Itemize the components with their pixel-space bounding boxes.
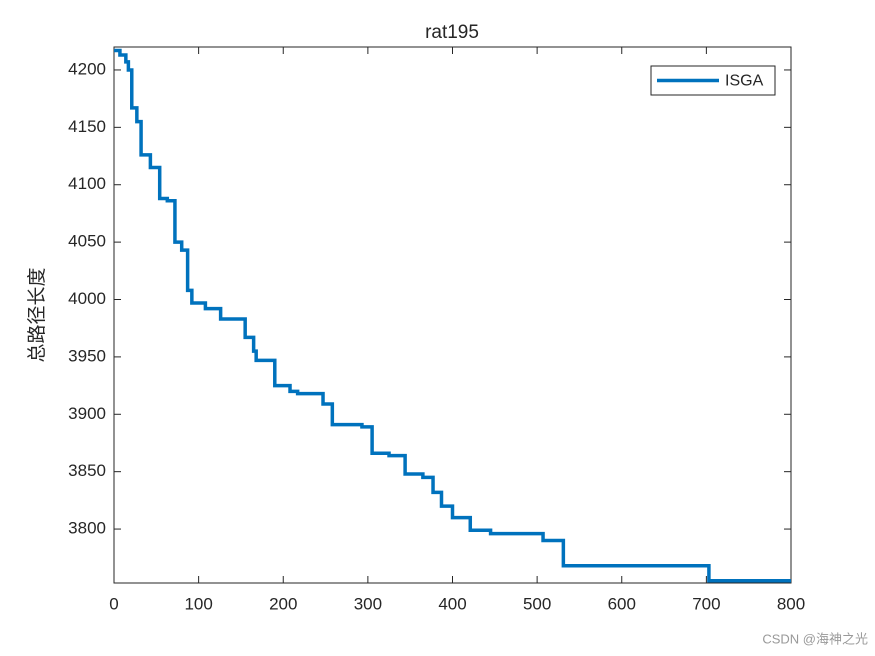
x-tick-label: 100	[184, 594, 212, 613]
y-axis-label: 总路径长度	[26, 267, 48, 362]
x-tick-label: 500	[523, 594, 551, 613]
y-tick-label: 4050	[68, 232, 106, 251]
y-tick-label: 4150	[68, 117, 106, 136]
y-tick-label: 4100	[68, 174, 106, 193]
x-tick-label: 0	[109, 594, 118, 613]
y-tick-label: 3850	[68, 461, 106, 480]
chart-title: rat195	[425, 22, 479, 43]
x-tick-label: 400	[438, 594, 466, 613]
y-tick-label: 3900	[68, 404, 106, 423]
x-tick-label: 300	[354, 594, 382, 613]
watermark: CSDN @海神之光	[762, 631, 868, 646]
y-tick-label: 4000	[68, 289, 106, 308]
y-tick-label: 3800	[68, 519, 106, 538]
x-tick-label: 800	[777, 594, 805, 613]
x-tick-label: 200	[269, 594, 297, 613]
x-tick-label: 600	[608, 594, 636, 613]
plot-frame	[113, 46, 792, 584]
x-tick-label: 700	[692, 594, 720, 613]
data-line	[114, 48, 791, 583]
y-tick-label: 3950	[68, 346, 106, 365]
legend-label: ISGA	[725, 73, 764, 90]
y-tick-label: 4200	[68, 59, 106, 78]
